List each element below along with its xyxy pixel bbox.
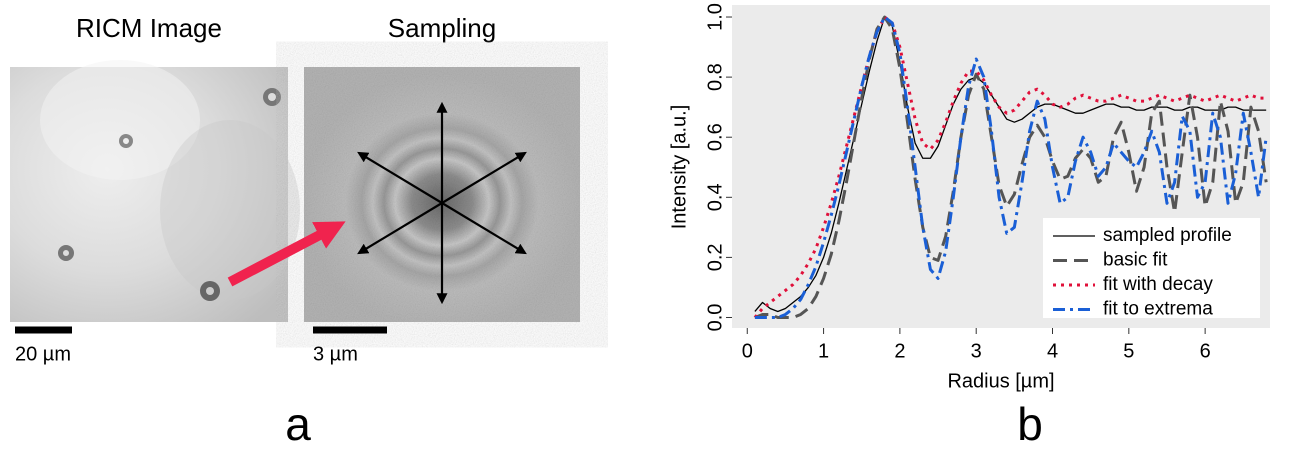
legend-label: basic fit (1103, 250, 1168, 271)
x-tick-label: 5 (1123, 340, 1134, 362)
legend-label: fit with decay (1103, 274, 1213, 295)
legend-box (1043, 218, 1260, 318)
series-line (754, 15, 1268, 319)
x-tick-label: 1 (818, 340, 829, 362)
ricm-image (10, 60, 300, 322)
x-tick-label: 4 (1047, 340, 1058, 362)
series-line (754, 16, 1267, 313)
series-line (753, 15, 1267, 319)
left-title: RICM Image (76, 13, 222, 43)
x-tick-label: 6 (1200, 340, 1211, 362)
scale-label: 3 µm (313, 343, 358, 365)
scale-label: 20 µm (15, 343, 71, 365)
right-title: Sampling (388, 13, 496, 43)
panel-label: b (1017, 398, 1043, 450)
y-tick-label: 0.8 (704, 63, 726, 91)
y-tick-label: 0.0 (704, 304, 726, 332)
x-tick-label: 2 (894, 340, 905, 362)
y-tick-label: 0.2 (704, 243, 726, 271)
panel-label: a (285, 398, 311, 450)
chart: 0.0 0.2 0.4 0.6 0.8 1.0 0 1 2 3 4 5 6 Radius [µm] Inte… (668, 3, 1270, 450)
x-tick-label: 0 (742, 340, 753, 362)
zoom-arrow (227, 221, 346, 287)
series-line (754, 15, 1268, 319)
y-axis-label: Intensity [a.u.] (668, 105, 690, 230)
sampling-image (304, 67, 580, 322)
legend-label: fit to extrema (1103, 299, 1213, 320)
x-tick-label: 3 (971, 340, 982, 362)
x-axis-label: Radius [µm] (947, 370, 1054, 392)
y-tick-label: 1.0 (704, 3, 726, 31)
legend-label: sampled profile (1103, 225, 1232, 246)
y-tick-label: 0.4 (704, 183, 726, 211)
y-tick-label: 0.6 (704, 123, 726, 151)
